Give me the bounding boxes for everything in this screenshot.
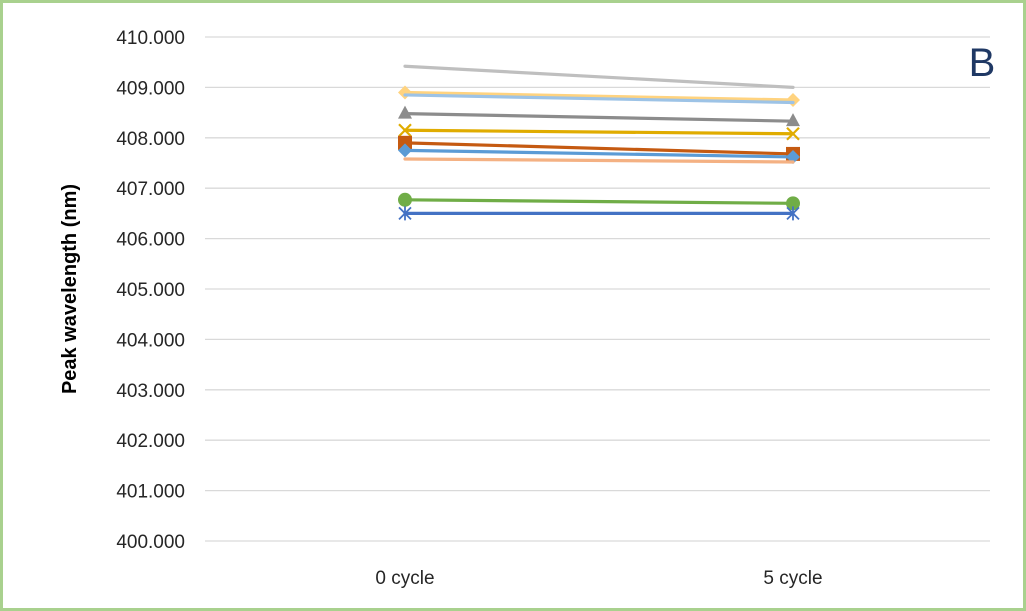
star-marker — [786, 206, 800, 221]
series-line — [403, 128, 795, 136]
y-tick-label: 403.000 — [116, 381, 185, 402]
triangle-marker — [398, 105, 412, 119]
series-line — [403, 93, 795, 105]
series-line — [403, 148, 795, 159]
x-tick-label: 0 cycle — [375, 568, 434, 589]
x-axis-tick-labels: 0 cycle 5 cycle — [375, 568, 822, 589]
x-tick-label: 5 cycle — [763, 568, 822, 589]
y-tick-label: 400.000 — [116, 532, 185, 553]
square-marker — [398, 135, 412, 150]
x-marker — [398, 123, 412, 138]
series-9 — [398, 192, 800, 211]
gridlines — [205, 36, 990, 542]
y-tick-label: 402.000 — [116, 431, 185, 452]
series-line — [403, 64, 795, 90]
series-8 — [403, 157, 795, 164]
star-marker — [398, 206, 412, 221]
diamond-marker — [786, 93, 800, 107]
series-line — [403, 157, 795, 164]
x-marker — [786, 126, 800, 141]
series-line — [403, 90, 795, 102]
data-series — [398, 64, 800, 221]
circle-marker — [786, 196, 800, 211]
y-tick-label: 404.000 — [116, 330, 185, 351]
series-10 — [398, 206, 800, 221]
series-7 — [398, 143, 800, 164]
y-tick-label: 406.000 — [116, 230, 185, 251]
y-axis-label: Peak wavelength (nm) — [59, 184, 81, 394]
series-line — [403, 141, 795, 156]
y-tick-label: 409.000 — [116, 78, 185, 99]
circle-marker — [398, 192, 412, 207]
series-3 — [403, 93, 795, 105]
series-4 — [398, 105, 800, 127]
y-axis-tick-labels: 400.000 401.000 402.000 403.000 404.000 405.0… — [116, 28, 185, 553]
series-line — [403, 198, 795, 205]
panel-label: B — [969, 41, 996, 85]
y-tick-label: 405.000 — [116, 280, 185, 301]
y-tick-label: 401.000 — [116, 482, 185, 503]
y-tick-label: 408.000 — [116, 129, 185, 150]
triangle-marker — [786, 113, 800, 127]
y-tick-label: 410.000 — [116, 28, 185, 49]
series-5 — [398, 123, 800, 141]
diamond-marker — [398, 143, 412, 158]
series-line — [403, 112, 795, 123]
series-1 — [403, 64, 795, 90]
series-2 — [398, 85, 800, 107]
y-tick-label: 407.000 — [116, 179, 185, 200]
